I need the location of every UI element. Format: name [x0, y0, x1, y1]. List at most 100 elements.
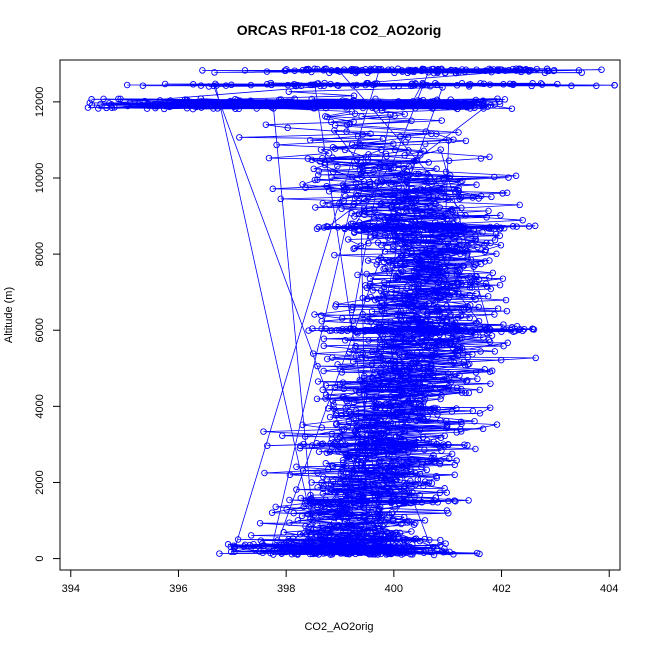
data-point [433, 67, 440, 74]
data-point [357, 459, 365, 466]
data-point [403, 188, 410, 196]
data-point [379, 291, 387, 299]
data-point [505, 174, 512, 181]
x-tick-label: 396 [169, 583, 187, 595]
data-point [193, 103, 200, 111]
data-point [450, 551, 457, 558]
data-point [442, 271, 450, 279]
data-point [387, 402, 395, 409]
data-point [458, 80, 466, 87]
data-point [486, 368, 494, 375]
data-point [336, 434, 344, 441]
data-point [453, 405, 460, 412]
data-point [316, 509, 324, 517]
data-point [455, 129, 462, 136]
data-point [437, 238, 444, 245]
data-point [454, 347, 462, 354]
data-point [401, 337, 408, 345]
data-point [391, 198, 398, 206]
data-point [427, 318, 434, 325]
data-point [381, 248, 389, 255]
data-point [143, 105, 151, 112]
data-point [474, 243, 481, 251]
data-point [314, 80, 322, 87]
data-point [401, 471, 409, 478]
data-point [598, 66, 605, 73]
data-point [477, 348, 484, 355]
data-point [394, 276, 401, 284]
data-point [349, 82, 357, 89]
data-point [473, 290, 480, 297]
data-point [346, 349, 353, 356]
data-point [232, 105, 239, 112]
data-point [482, 326, 489, 334]
data-point [247, 81, 255, 89]
data-point [330, 488, 338, 496]
data-point [376, 506, 383, 514]
data-point [284, 124, 291, 132]
data-point [469, 351, 476, 358]
data-point [469, 407, 477, 415]
data-point [327, 481, 335, 488]
data-point [341, 146, 349, 154]
data-point [347, 482, 354, 489]
data-point [390, 140, 397, 148]
data-point [413, 156, 421, 163]
data-point [501, 96, 509, 103]
data-point [314, 378, 322, 385]
data-point [357, 242, 365, 249]
data-point [337, 478, 344, 486]
data-point [362, 468, 370, 476]
data-point [449, 246, 456, 254]
data-point [241, 67, 249, 74]
data-point [421, 446, 428, 454]
data-point [381, 279, 388, 286]
data-point [371, 533, 378, 541]
data-point [226, 98, 233, 105]
data-point [395, 160, 402, 168]
data-point [387, 111, 394, 119]
data-point [455, 269, 462, 277]
data-point [299, 181, 306, 188]
data-point [411, 297, 418, 305]
data-point [442, 540, 449, 547]
data-point [381, 295, 388, 302]
data-point [393, 433, 400, 440]
data-point [364, 326, 372, 334]
data-point [405, 374, 412, 381]
data-point [307, 530, 314, 538]
data-point [375, 482, 382, 490]
data-point [351, 345, 359, 352]
data-point [500, 325, 507, 332]
data-point [445, 382, 453, 390]
data-point [436, 442, 443, 450]
data-point [400, 513, 408, 521]
data-point [405, 517, 412, 525]
data-point [368, 414, 375, 422]
data-point [497, 212, 504, 219]
data-point [309, 550, 316, 558]
data-point [493, 67, 501, 74]
data-point [483, 214, 490, 221]
data-point [519, 327, 526, 335]
data-point [359, 311, 366, 318]
data-point [420, 416, 427, 423]
data-point [352, 352, 360, 360]
data-point [354, 439, 362, 446]
data-point [372, 486, 379, 494]
data-point [408, 468, 415, 476]
data-point [320, 473, 327, 481]
data-point [383, 225, 390, 233]
data-point [379, 302, 386, 309]
data-point [354, 133, 362, 140]
data-point [468, 327, 476, 334]
data-point [385, 540, 392, 548]
data-point [334, 224, 342, 231]
data-point [323, 449, 331, 456]
data-point [435, 176, 443, 183]
data-point [494, 95, 501, 102]
data-point [123, 81, 131, 89]
data-point [429, 498, 436, 506]
data-point [385, 66, 392, 73]
data-point [481, 248, 489, 255]
